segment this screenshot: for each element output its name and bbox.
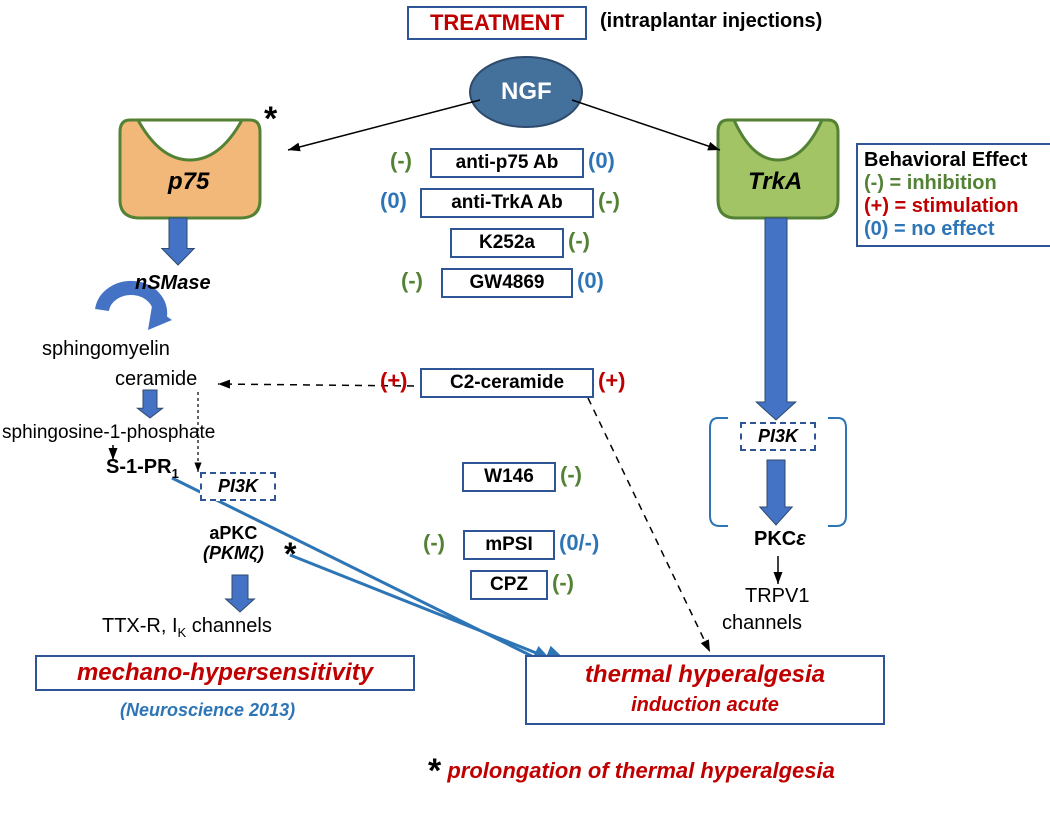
annot-right-antip75: (0): [588, 148, 615, 174]
mechano-box: mechano-hypersensitivity: [35, 655, 415, 691]
pkce-label: PKCε: [754, 528, 806, 551]
channels-label: channels: [722, 612, 802, 635]
s1pr1-label: S-1-PR1: [106, 456, 179, 481]
pi3k-right: PI3K: [740, 422, 816, 451]
treatment-w146: W146: [462, 462, 556, 492]
treatment-c2cer: C2-ceramide: [420, 368, 594, 398]
neuroscience-ref: (Neuroscience 2013): [120, 700, 295, 721]
annot-left-antitrka: (0): [380, 188, 407, 214]
sphingomyelin-label: sphingomyelin: [42, 338, 170, 361]
annot-right-gw4869: (0): [577, 268, 604, 294]
treatment-box: TREATMENT: [407, 6, 587, 40]
treatment-k252a: K252a: [450, 228, 564, 258]
treatment-cpz: CPZ: [470, 570, 548, 600]
treatment-mpsi: mPSI: [463, 530, 555, 560]
bracket-left: [710, 418, 728, 526]
nsmase-label: nSMase: [135, 272, 211, 295]
p75-star: *: [264, 100, 277, 139]
annot-right-antitrka: (-): [598, 188, 620, 214]
treatment-antitrka: anti-TrkA Ab: [420, 188, 594, 218]
annot-right-w146: (-): [560, 462, 582, 488]
annot-left-c2cer: (+): [380, 368, 408, 394]
p75-label: p75: [168, 168, 209, 196]
annot-left-antip75: (-): [390, 148, 412, 174]
annot-left-mpsi: (-): [423, 530, 445, 556]
ttx-label: TTX-R, IK channels: [102, 615, 272, 640]
treatment-gw4869: GW4869: [441, 268, 573, 298]
trka-label: TrkA: [748, 168, 802, 196]
ceramide-label: ceramide: [115, 368, 197, 391]
annot-right-k252a: (-): [568, 228, 590, 254]
bracket-right: [828, 418, 846, 526]
ngf-label: NGF: [501, 78, 552, 106]
prolongation-note: * prolongation of thermal hyperalgesia: [428, 752, 835, 791]
apkc-label: aPKC (PKMζ): [203, 524, 264, 564]
treatment-antip75: anti-p75 Ab: [430, 148, 584, 178]
annot-left-gw4869: (-): [401, 268, 423, 294]
s1p-label: sphingosine-1-phosphate: [2, 422, 215, 444]
apkc-star: *: [284, 536, 296, 573]
annot-right-c2cer: (+): [598, 368, 626, 394]
annot-right-mpsi: (0/-): [559, 530, 599, 556]
intraplantar-label: (intraplantar injections): [600, 10, 822, 33]
thermal-box: thermal hyperalgesia induction acute: [525, 655, 885, 725]
trpv1-label: TRPV1: [745, 585, 809, 608]
behavioral-effect-legend: Behavioral Effect (-) = inhibition (+) =…: [856, 143, 1050, 247]
pi3k-left: PI3K: [200, 472, 276, 501]
annot-right-cpz: (-): [552, 570, 574, 596]
